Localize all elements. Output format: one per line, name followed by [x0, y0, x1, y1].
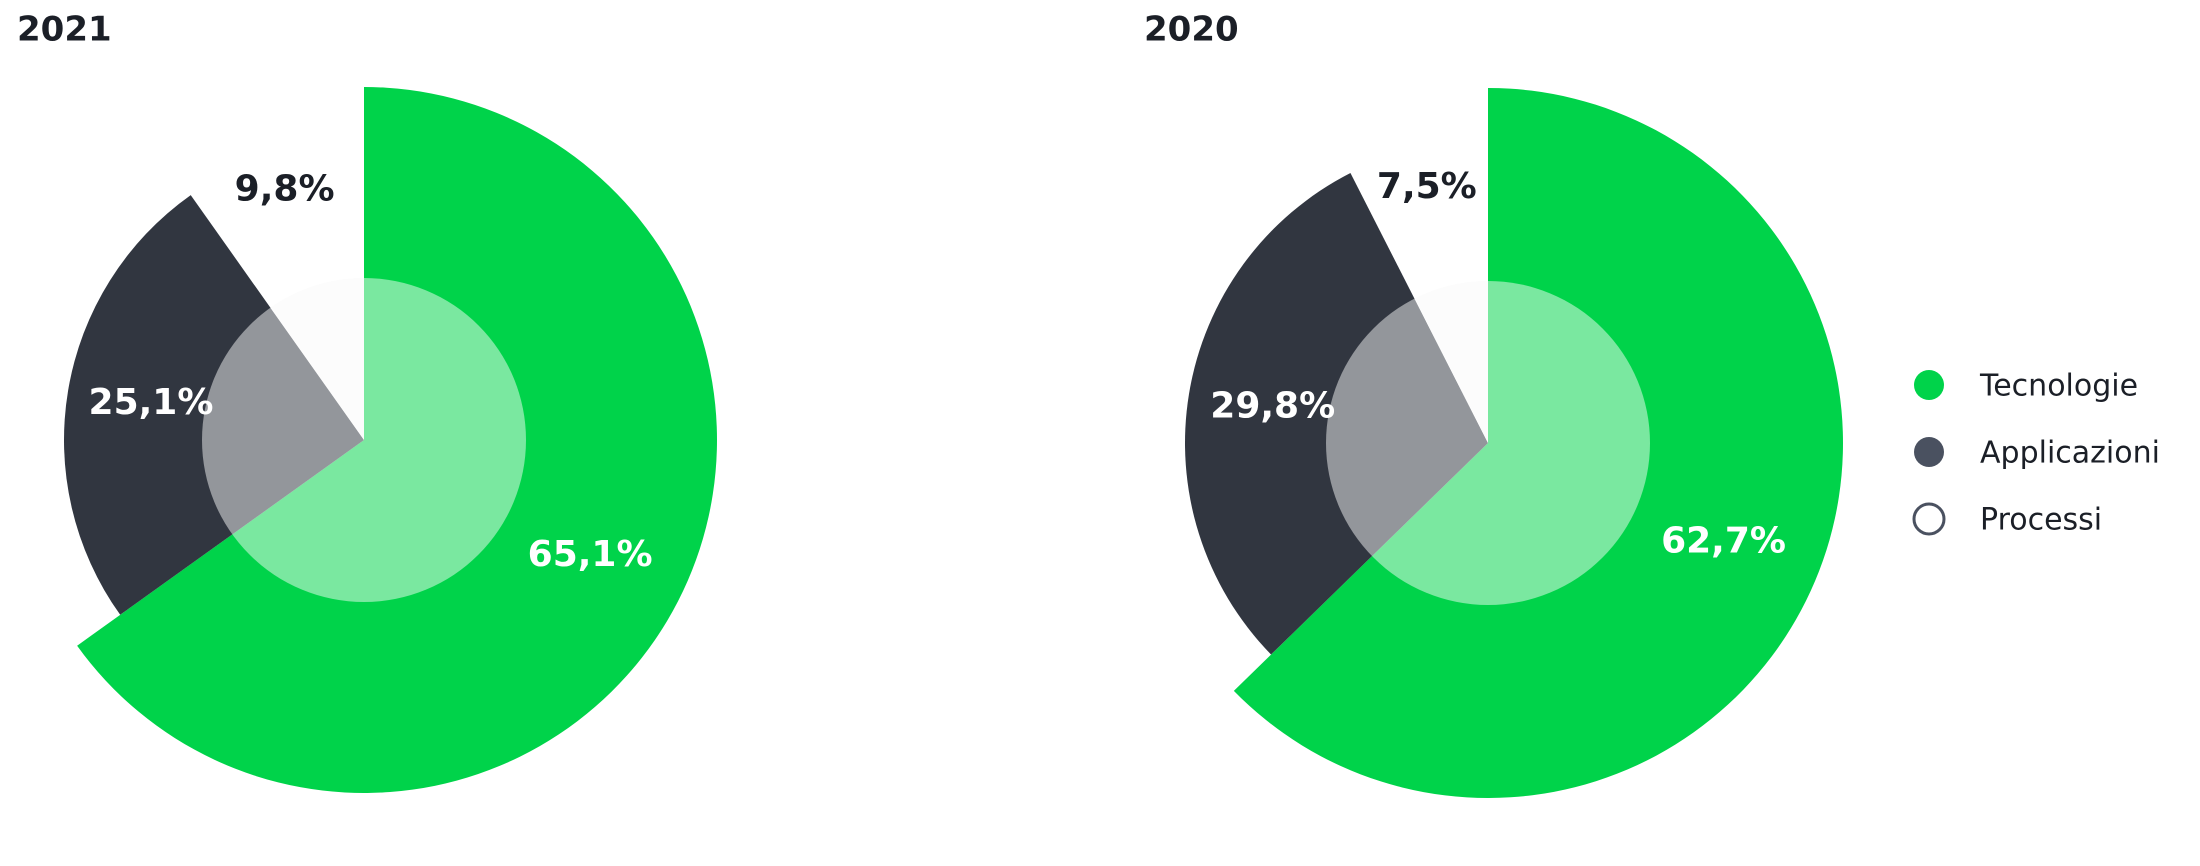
- pie-slice: [1233, 88, 1843, 798]
- value-label: 29,8%: [1210, 386, 1335, 427]
- inner-overlay: [202, 278, 526, 602]
- legend-label: Applicazioni: [1980, 436, 2160, 471]
- value-label: 9,8%: [235, 168, 335, 209]
- legend-marker: [1912, 502, 1946, 536]
- pie-slice: [64, 195, 365, 615]
- value-label: 62,7%: [1661, 520, 1786, 561]
- pie-slice: [1185, 173, 1488, 655]
- chart-title: 2020: [1144, 10, 1239, 50]
- value-label: 65,1%: [528, 534, 653, 575]
- value-label: 7,5%: [1377, 166, 1477, 207]
- legend-label: Tecnologie: [1979, 369, 2138, 404]
- chart-title: 2021: [17, 10, 112, 50]
- legend-marker: [1914, 370, 1944, 400]
- value-label: 25,1%: [89, 382, 214, 423]
- legend-label: Processi: [1980, 503, 2102, 538]
- pie-slice: [77, 87, 718, 794]
- inner-overlay: [1326, 281, 1650, 605]
- legend-marker: [1914, 437, 1944, 467]
- pie-slice: [1414, 281, 1488, 443]
- pie-slice: [270, 278, 364, 440]
